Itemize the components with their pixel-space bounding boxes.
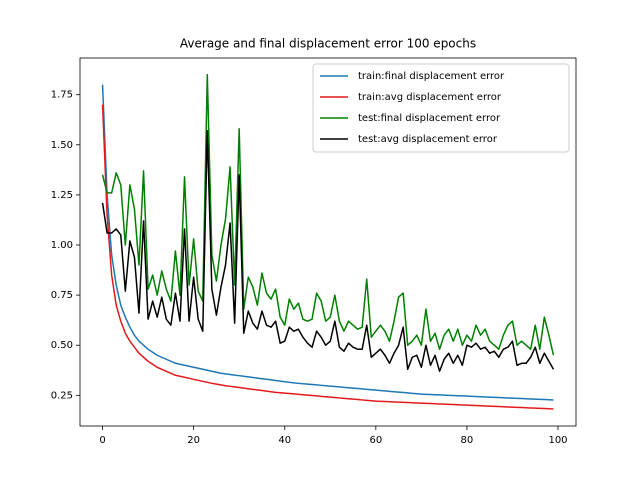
legend-box: [312, 63, 570, 153]
x-tick-label: 0: [99, 435, 105, 446]
data-line: [101, 130, 555, 373]
legend-label: train:final displacement error: [358, 71, 505, 82]
y-tick-label: 0.75: [51, 290, 73, 301]
data-line: [101, 104, 554, 410]
data-line: [101, 84, 554, 401]
y-tick-label: 1.00: [51, 240, 73, 251]
y-tick-label: 1.50: [51, 140, 73, 151]
legend-label: test:avg displacement error: [358, 134, 498, 145]
legend-label: test:final displacement error: [358, 113, 501, 124]
x-tick-label: 100: [548, 435, 567, 446]
data-line: [101, 73, 555, 356]
y-tick-label: 0.25: [51, 390, 73, 401]
x-tick-label: 80: [461, 435, 474, 446]
chart-title: Average and final displacement error 100…: [180, 37, 476, 51]
x-tick-label: 20: [187, 435, 200, 446]
y-tick-label: 1.25: [51, 190, 73, 201]
y-tick-label: 1.75: [51, 90, 73, 101]
legend-label: train:avg displacement error: [358, 92, 502, 103]
y-tick-label: 0.50: [51, 340, 73, 351]
plot-frame: [79, 57, 577, 427]
x-tick-label: 60: [369, 435, 382, 446]
x-tick-label: 40: [278, 435, 291, 446]
